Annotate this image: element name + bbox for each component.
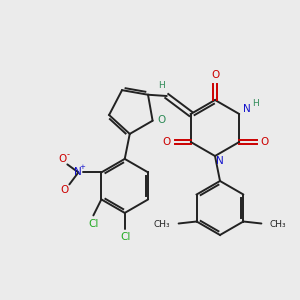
Text: O: O (58, 154, 67, 164)
Text: O: O (60, 185, 68, 195)
Text: O: O (163, 137, 171, 147)
Text: N: N (243, 104, 251, 114)
Text: Cl: Cl (88, 219, 99, 230)
Text: H: H (158, 82, 165, 91)
Text: N: N (74, 167, 82, 177)
Text: O: O (158, 115, 166, 125)
Text: H: H (252, 98, 259, 107)
Text: Cl: Cl (121, 232, 131, 242)
Text: O: O (211, 70, 219, 80)
Text: -: - (67, 150, 70, 159)
Text: O: O (260, 137, 269, 147)
Text: +: + (80, 164, 85, 170)
Text: CH₃: CH₃ (269, 220, 286, 229)
Text: CH₃: CH₃ (154, 220, 171, 229)
Text: N: N (216, 156, 224, 166)
